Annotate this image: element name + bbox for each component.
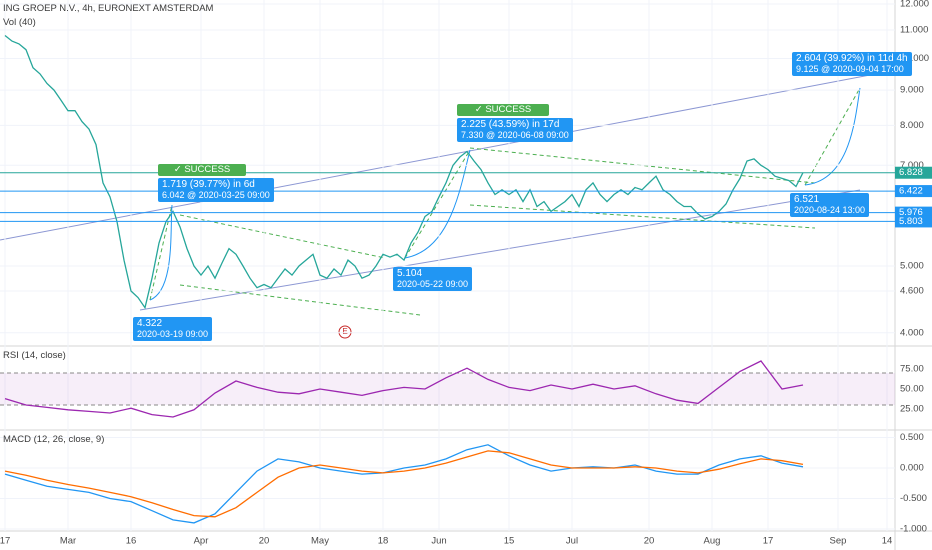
price-level-label: 5.803 [899,216,923,227]
callout: 1.719 (39.77%) in 6d 6.042 @ 2020-03-25 0… [158,178,274,202]
y-tick-label: 11.000 [900,25,928,36]
x-tick-label: Mar [60,536,76,547]
callout-text: 6.042 @ 2020-03-25 09:00 [162,190,270,200]
callout-text: 1.719 (39.77%) in 6d [162,179,255,190]
callout: 6.521 2020-08-24 13:00 [790,193,870,217]
callout-text: 2020-08-24 13:00 [794,205,866,215]
chart-title: ING GROEP N.V., 4h, EURONEXT AMSTERDAM [3,3,214,14]
callout-text: 2.225 (43.59%) in 17d [461,119,560,130]
callout: 4.322 2020-03-19 09:00 [133,317,213,341]
y-tick-label: 75.00 [900,364,924,375]
channel-line [139,189,861,311]
callout-text: 2.604 (39.92%) in 11d 4h [796,53,908,64]
callout-text: 7.330 @ 2020-06-08 09:00 [461,130,569,140]
event-icon[interactable] [338,325,352,339]
macd-title: MACD (12, 26, close, 9) [3,434,105,445]
volume-label: Vol (40) [3,17,36,28]
y-tick-label: 25.00 [900,404,924,415]
y-tick-label: 4.600 [900,285,924,296]
rsi-band [0,373,895,405]
x-tick-label: 18 [378,536,389,547]
projection [149,204,173,301]
x-tick-label: Jul [566,536,578,547]
y-tick-label: -1.000 [900,524,927,535]
y-tick-label: 10.000 [900,53,929,64]
trend-line [179,284,421,316]
callout: 2.225 (43.59%) in 17d 7.330 @ 2020-06-08 … [457,118,573,142]
success-badge: ✓ SUCCESS [158,164,246,176]
price-level-label: 6.422 [899,186,923,197]
x-tick-label: 20 [259,536,270,547]
y-tick-label: 4.000 [900,327,924,338]
y-tick-label: -0.500 [900,493,927,504]
x-tick-label: 16 [126,536,137,547]
callout-text: 4.322 [137,318,163,329]
callout-text: 9.125 @ 2020-09-04 17:00 [796,64,904,74]
callout-text: 2020-03-19 09:00 [137,329,209,339]
price-level-tag [895,215,932,228]
y-tick-label: 50.00 [900,384,924,395]
projection [404,149,471,259]
x-tick-label: Sep [830,536,847,547]
rsi-line [4,360,804,418]
projection [804,87,861,186]
price-level-label: 5.976 [899,207,923,218]
y-tick-label: 7.000 [900,160,924,171]
price-line [4,34,804,310]
x-tick-label: Jun [431,536,446,547]
success-badge: ✓ SUCCESS [457,104,549,116]
callout: 2.604 (39.92%) in 11d 4h 9.125 @ 2020-09-… [792,52,912,76]
y-tick-label: 8.000 [900,120,924,131]
price-level-tag [895,166,932,179]
x-tick-label: Apr [194,536,209,547]
trend-line [469,204,816,229]
event-marker[interactable]: E [342,327,347,336]
macd-line [4,450,804,518]
rsi-title: RSI (14, close) [3,350,66,361]
y-tick-label: 12.000 [900,0,929,9]
trend-line [469,147,816,184]
x-tick-label: 15 [504,536,515,547]
x-tick-label: May [311,536,329,547]
callout-text: 5.104 [397,268,423,279]
x-tick-label: 20 [644,536,655,547]
macd-line [4,444,804,524]
price-level-label: 6.828 [899,167,923,178]
x-tick-label: 17 [0,536,10,547]
drawings [0,74,871,339]
x-tick-label: 17 [763,536,774,547]
x-tick-label: Aug [704,536,721,547]
callout: 5.104 2020-05-22 09:00 [393,267,473,291]
projection-curve [804,87,861,186]
y-tick-label: 9.000 [900,85,924,96]
y-tick-label: 0.500 [900,432,924,443]
x-tick-label: 14 [882,536,893,547]
price-level-tag [895,185,932,198]
callout-text: 2020-05-22 09:00 [397,279,469,289]
callout-text: 6.521 [794,194,820,205]
y-tick-label: 5.000 [900,261,924,272]
projection-curve [404,149,471,259]
y-tick-label: 0.000 [900,463,924,474]
